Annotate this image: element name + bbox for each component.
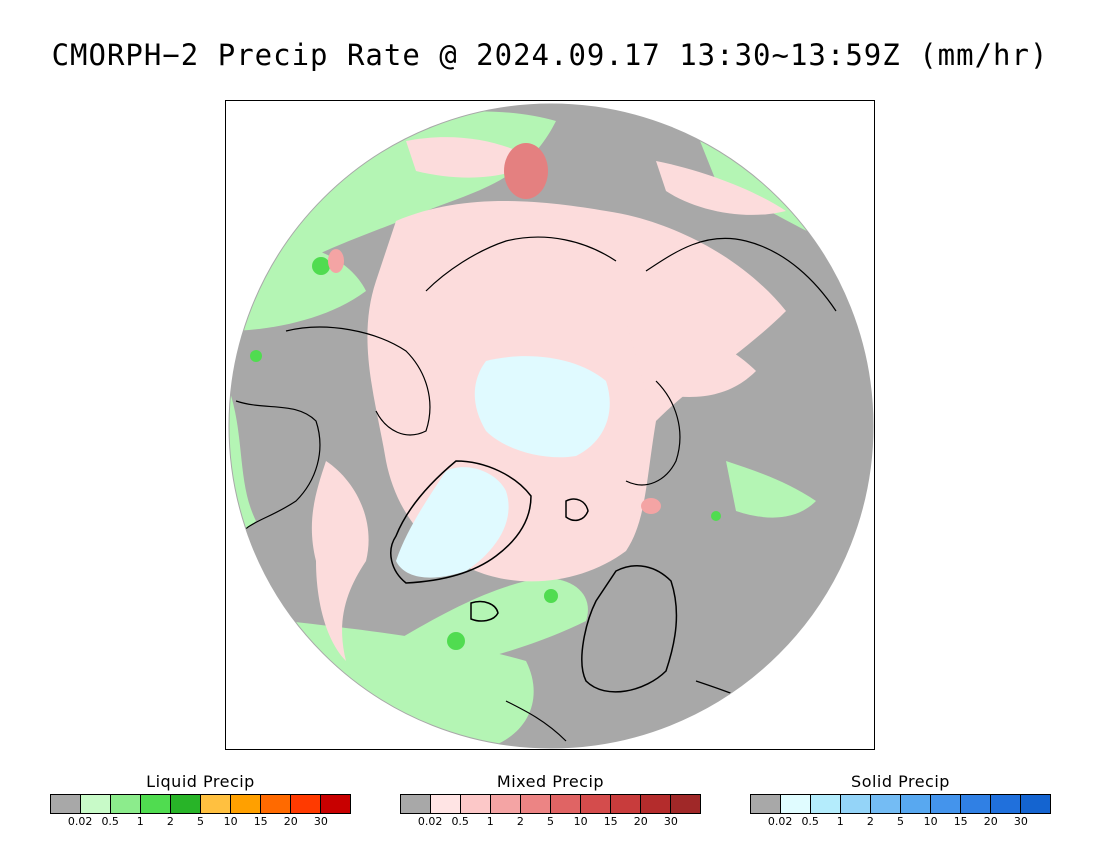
legend-tick-label: 1 bbox=[486, 815, 494, 828]
legend-swatch bbox=[871, 795, 901, 813]
legend-ticks: 0.02 0.5 1 2 5 10 15 20 30 bbox=[400, 814, 701, 828]
legend-tick-label: 30 bbox=[1013, 815, 1028, 828]
legend-liquid-precip: Liquid Precip 0.02 0.5 1 2 5 10 15 20 30 bbox=[50, 772, 351, 828]
legend-swatch bbox=[641, 795, 671, 813]
legend-swatch bbox=[431, 795, 461, 813]
legend-swatch bbox=[201, 795, 231, 813]
legend-swatch bbox=[231, 795, 261, 813]
legend-tick-label: 0.5 bbox=[101, 815, 119, 828]
legend-swatch bbox=[291, 795, 321, 813]
legend-swatch bbox=[961, 795, 991, 813]
legend-solid-precip: Solid Precip 0.02 0.5 1 2 5 10 15 20 30 bbox=[750, 772, 1051, 828]
legend-swatch bbox=[261, 795, 291, 813]
legend-tick-label: 10 bbox=[223, 815, 238, 828]
legend-tick-label: 5 bbox=[897, 815, 904, 828]
legend-swatch bbox=[171, 795, 201, 813]
legend-ticks: 0.02 0.5 1 2 5 10 15 20 30 bbox=[50, 814, 351, 828]
legend-tick-label: 5 bbox=[547, 815, 554, 828]
legend-tick-label: 15 bbox=[953, 815, 968, 828]
legend-swatch bbox=[321, 795, 350, 813]
legend-title: Mixed Precip bbox=[496, 772, 605, 791]
legend-tick-label: 2 bbox=[166, 815, 174, 828]
legend-swatch bbox=[931, 795, 961, 813]
legend-tick-label: 10 bbox=[923, 815, 938, 828]
precip-map-svg bbox=[228, 103, 874, 749]
map-title: CMORPH−2 Precip Rate @ 2024.09.17 13:30~… bbox=[51, 38, 1049, 72]
legend-tick-label: 0.5 bbox=[801, 815, 819, 828]
legend-tick-label: 15 bbox=[603, 815, 618, 828]
legend-swatch bbox=[401, 795, 431, 813]
legend-color-bar bbox=[400, 794, 701, 814]
legend-tick-label: 2 bbox=[516, 815, 524, 828]
legend-title: Liquid Precip bbox=[146, 772, 255, 791]
legend-tick-label: 1 bbox=[136, 815, 144, 828]
legend-color-bar bbox=[750, 794, 1051, 814]
polar-map bbox=[225, 100, 875, 750]
legend-swatch bbox=[1021, 795, 1050, 813]
legend-swatch bbox=[141, 795, 171, 813]
legend-color-bar bbox=[50, 794, 351, 814]
legend-swatch bbox=[461, 795, 491, 813]
legend-swatch bbox=[581, 795, 611, 813]
legend-tick-label: 30 bbox=[663, 815, 678, 828]
legend-swatch bbox=[521, 795, 551, 813]
legend-swatch bbox=[551, 795, 581, 813]
legend-tick-label: 20 bbox=[633, 815, 648, 828]
legend-swatch bbox=[781, 795, 811, 813]
legend-swatch bbox=[111, 795, 141, 813]
legend-tick-label: 5 bbox=[197, 815, 204, 828]
precip-field bbox=[229, 104, 873, 748]
legend-tick-label: 10 bbox=[573, 815, 588, 828]
legend-mixed-precip: Mixed Precip 0.02 0.5 1 2 5 10 15 20 30 bbox=[400, 772, 701, 828]
legend-swatch bbox=[811, 795, 841, 813]
legend-tick-label: 1 bbox=[836, 815, 844, 828]
legend-ticks: 0.02 0.5 1 2 5 10 15 20 30 bbox=[750, 814, 1051, 828]
legend-tick-label: 2 bbox=[866, 815, 874, 828]
legend-tick-label: 15 bbox=[253, 815, 268, 828]
legend-swatch bbox=[901, 795, 931, 813]
legend-swatch bbox=[51, 795, 81, 813]
legend-tick-label: 20 bbox=[983, 815, 998, 828]
legend-tick-label: 0.5 bbox=[451, 815, 469, 828]
legend-tick-label: 0.02 bbox=[767, 815, 793, 828]
legend-swatch bbox=[611, 795, 641, 813]
legend-swatch bbox=[81, 795, 111, 813]
legend-tick-label: 30 bbox=[313, 815, 328, 828]
legend-tick-label: 20 bbox=[283, 815, 298, 828]
legend-swatch bbox=[751, 795, 781, 813]
legend-tick-label: 0.02 bbox=[417, 815, 443, 828]
legend-swatch bbox=[841, 795, 871, 813]
legend-tick-label: 0.02 bbox=[67, 815, 93, 828]
legend-swatch bbox=[671, 795, 700, 813]
legend-swatch bbox=[491, 795, 521, 813]
legend-swatch bbox=[991, 795, 1021, 813]
legend-title: Solid Precip bbox=[851, 772, 950, 791]
